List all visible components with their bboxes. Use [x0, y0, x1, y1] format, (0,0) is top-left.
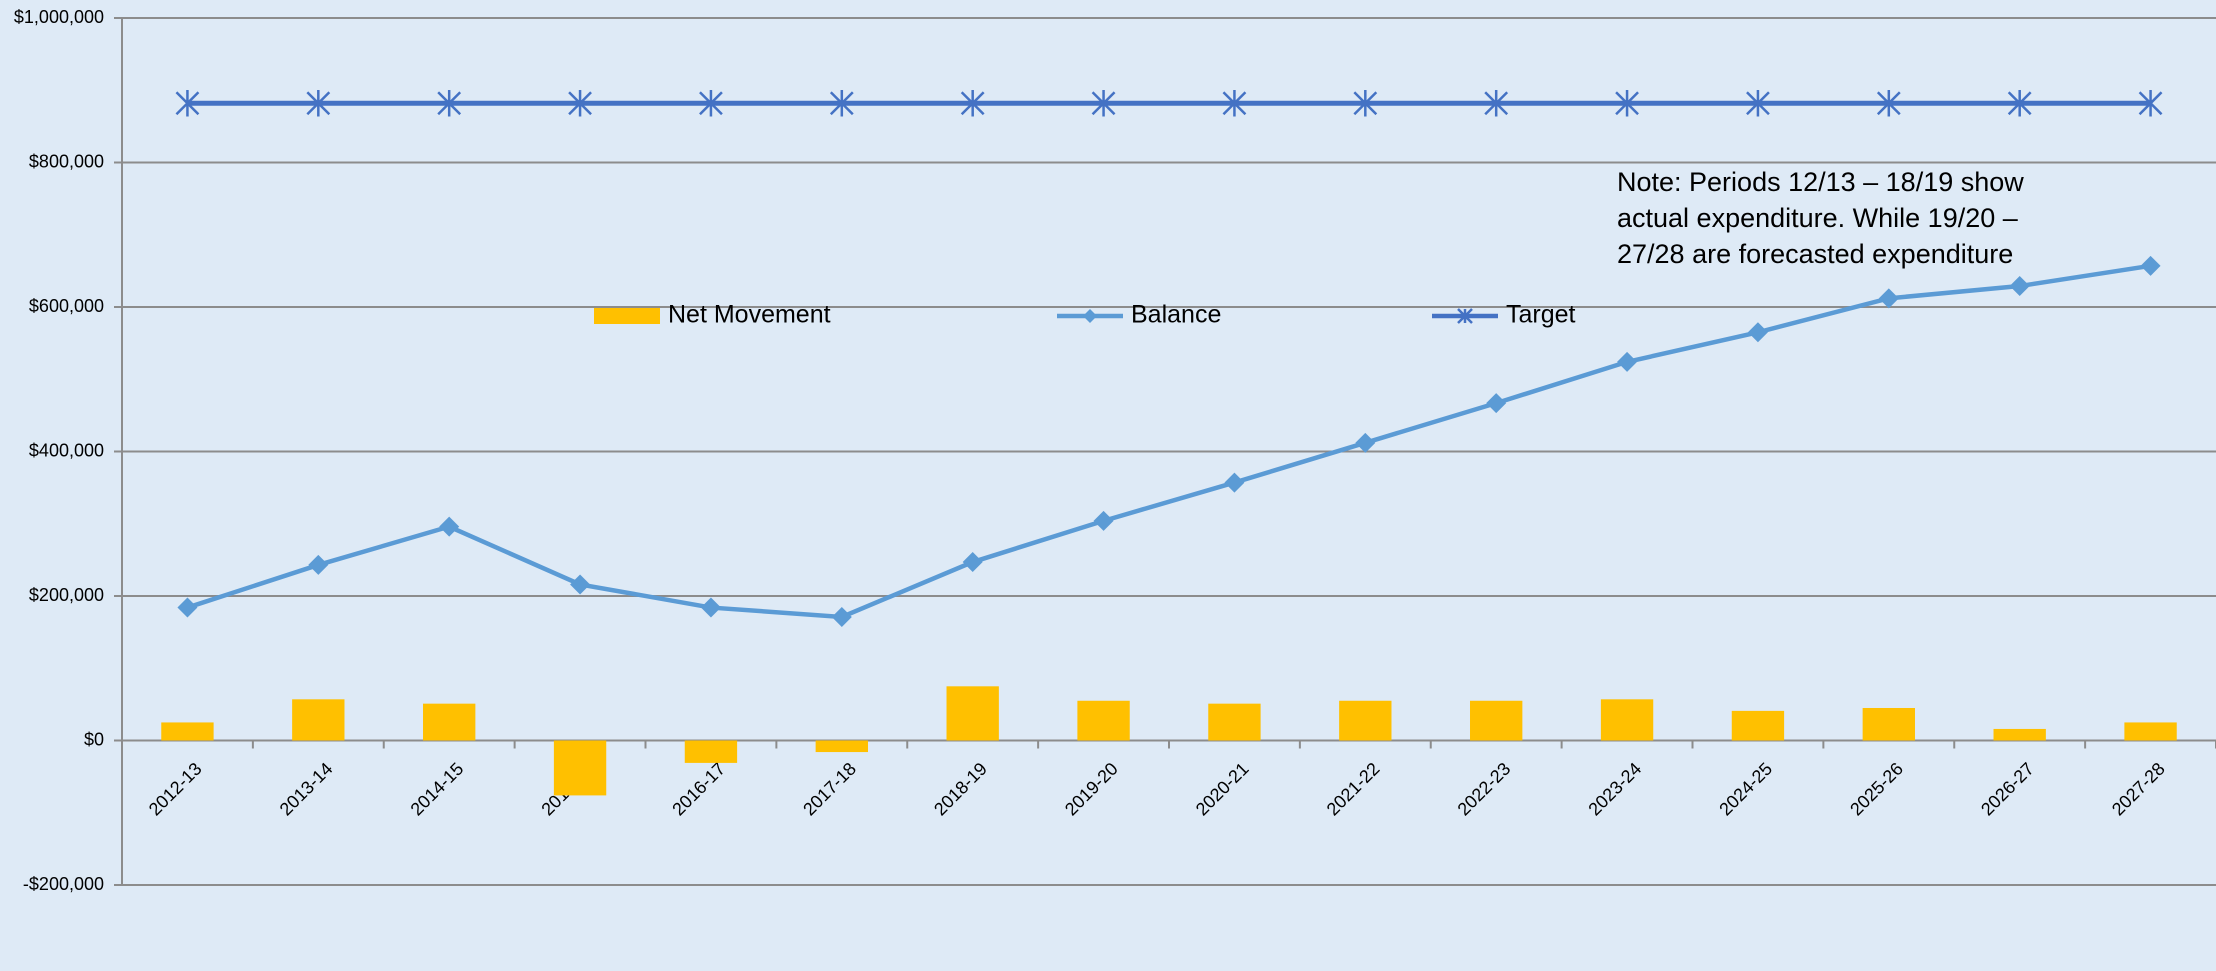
y-tick-label: -$200,000	[23, 874, 104, 894]
marker	[1747, 322, 1768, 343]
marker	[1615, 90, 1639, 117]
marker	[960, 90, 985, 117]
marker	[962, 552, 983, 573]
marker	[2009, 276, 2030, 297]
bar	[553, 740, 607, 796]
marker	[1353, 90, 1378, 117]
marker	[1224, 472, 1245, 493]
annotation: Note: Periods 12/13 – 18/19 show	[1617, 167, 2024, 197]
marker	[1484, 90, 1509, 117]
y-tick-label: $1,000,000	[14, 7, 104, 27]
bar	[1077, 700, 1130, 741]
y-tick-label: $200,000	[29, 585, 104, 605]
marker	[1876, 90, 1901, 117]
legend-label: Target	[1506, 301, 1576, 329]
bar	[161, 722, 214, 741]
legend-label: Net Movement	[668, 301, 831, 329]
marker	[831, 606, 852, 627]
marker	[1617, 351, 1638, 372]
bar	[684, 740, 738, 763]
marker	[570, 574, 591, 595]
marker	[437, 90, 462, 117]
marker	[308, 554, 329, 575]
legend-label: Balance	[1131, 301, 1221, 329]
y-tick-label: $600,000	[29, 296, 104, 316]
bar	[1862, 707, 1915, 741]
line	[186, 263, 2151, 620]
annotation: 27/28 are forecasted expenditure	[1617, 239, 2013, 269]
marker	[177, 597, 198, 618]
marker	[1091, 90, 1116, 117]
marker	[1222, 90, 1247, 117]
marker	[1486, 393, 1507, 414]
marker	[2138, 90, 2163, 117]
bar	[2124, 722, 2177, 741]
marker	[829, 90, 854, 117]
bar	[1339, 700, 1392, 741]
bar	[292, 699, 345, 741]
marker	[175, 90, 200, 117]
bar	[815, 740, 868, 753]
marker	[699, 90, 723, 117]
marker	[1093, 510, 1114, 531]
marker	[2140, 255, 2161, 276]
marker	[700, 597, 721, 618]
marker	[1878, 288, 1899, 309]
bar	[1208, 703, 1261, 741]
marker	[306, 90, 331, 117]
legend-marker	[1083, 309, 1097, 323]
bar	[1993, 728, 2046, 741]
y-tick-label: $0	[84, 729, 104, 749]
bar	[423, 703, 476, 741]
bar	[1731, 710, 1785, 741]
bar	[1600, 699, 1654, 741]
legend-swatch	[594, 308, 660, 324]
marker	[439, 516, 460, 537]
bar	[1470, 700, 1523, 741]
bar	[946, 686, 999, 741]
marker	[1355, 432, 1376, 453]
y-tick-label: $800,000	[29, 151, 104, 171]
y-tick-label: $400,000	[29, 440, 104, 460]
legend-marker	[1457, 308, 1473, 324]
marker	[2007, 90, 2032, 117]
marker	[1746, 90, 1770, 117]
annotation: actual expenditure. While 19/20 –	[1617, 203, 2018, 233]
marker	[568, 90, 592, 117]
